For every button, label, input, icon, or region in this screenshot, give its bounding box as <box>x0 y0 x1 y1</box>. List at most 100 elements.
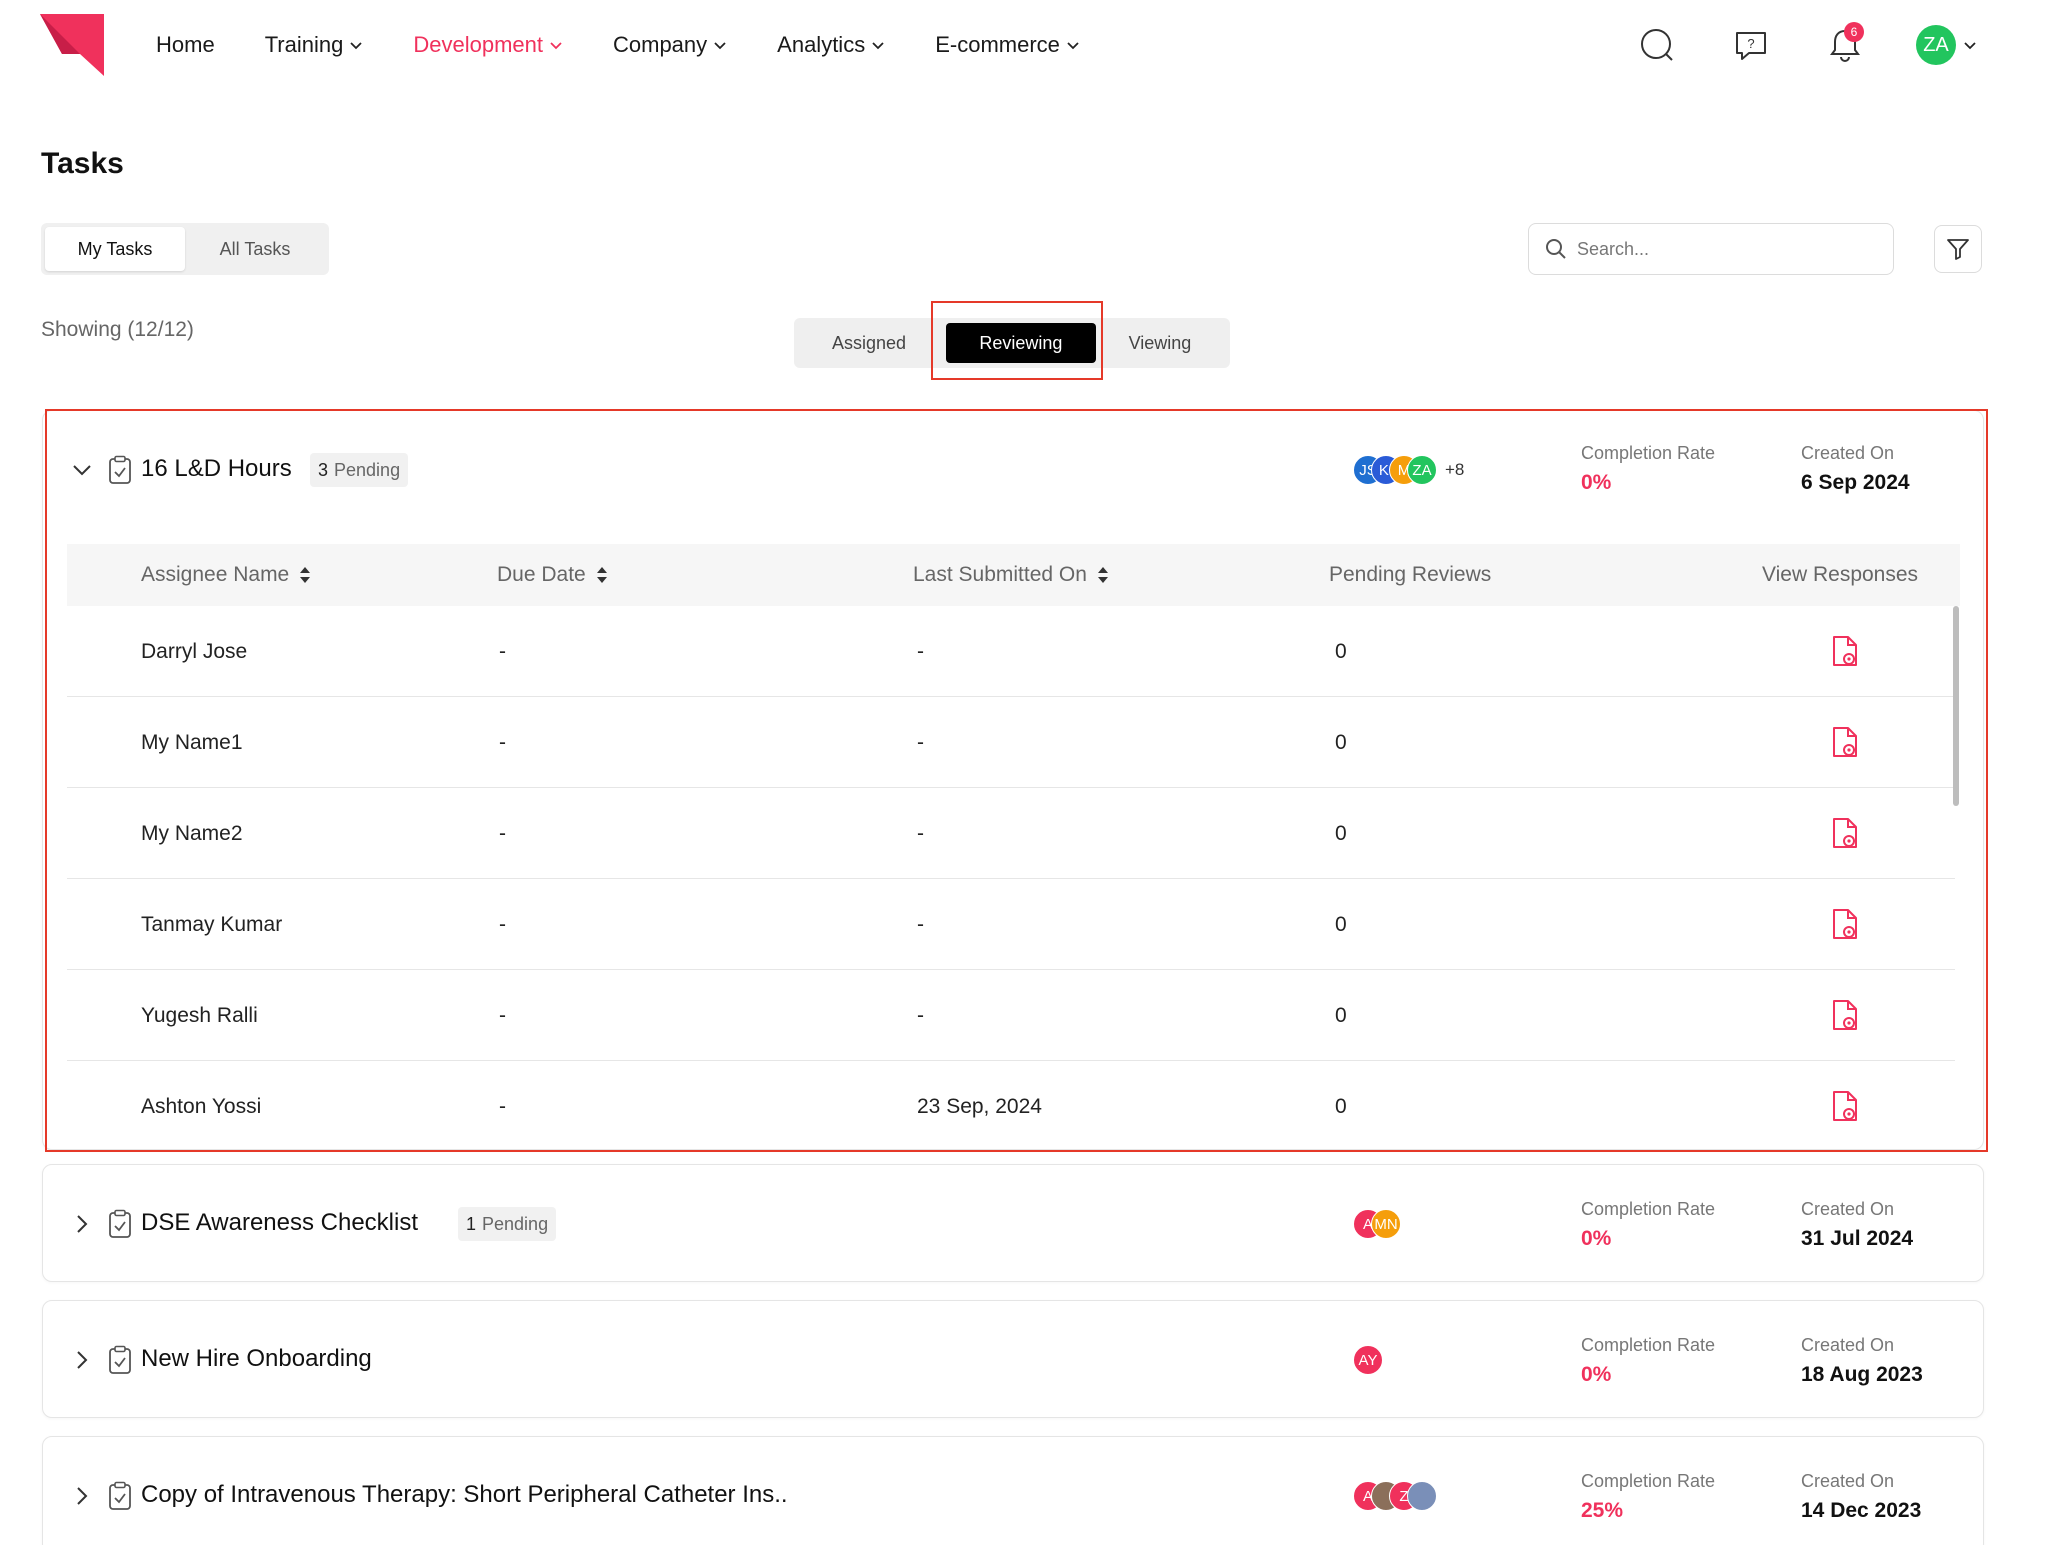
task-card: DSE Awareness Checklist 1 Pending A MN Co… <box>42 1164 1984 1282</box>
nav-development[interactable]: Development <box>413 28 563 62</box>
avatar: MN <box>1371 1209 1401 1239</box>
document-view-icon <box>1833 908 1857 939</box>
expand-toggle[interactable] <box>67 1481 97 1511</box>
completion-rate-value: 25% <box>1581 1499 1624 1522</box>
global-search-button[interactable] <box>1634 22 1680 68</box>
due-date: - <box>499 1003 506 1027</box>
table-body: Darryl Jose - - 0 My Name1 - - 0 My Name… <box>67 606 1960 1152</box>
avatar: AY <box>1353 1345 1383 1375</box>
help-chat-icon: ? <box>1736 32 1766 60</box>
pending-badge: 3 Pending <box>310 453 409 487</box>
assignee-avatars[interactable]: AY <box>1353 1345 1383 1375</box>
completion-rate-value: 0% <box>1581 471 1612 494</box>
user-menu[interactable]: ZA <box>1916 25 1978 65</box>
table-row: Yugesh Ralli - - 0 <box>67 970 1955 1061</box>
nav-home[interactable]: Home <box>156 28 215 62</box>
task-card: 16 L&D Hours 3 Pending JS KI M ZA +8 Comp… <box>42 410 1984 1152</box>
clipboard-check-icon <box>109 1481 131 1510</box>
notifications-button[interactable]: 6 <box>1822 22 1868 68</box>
nav-training[interactable]: Training <box>265 28 364 62</box>
nav-actions: ? 6 ZA <box>1586 22 1978 68</box>
search-icon <box>1641 29 1673 61</box>
pending-reviews: 0 <box>1335 730 1347 754</box>
column-pending-reviews: Pending Reviews <box>1329 563 1492 586</box>
tab-reviewing[interactable]: Reviewing <box>946 323 1096 363</box>
pending-count: 1 <box>466 1213 477 1234</box>
nav-ecommerce[interactable]: E-commerce <box>935 28 1080 62</box>
filter-button[interactable] <box>1934 225 1982 273</box>
pending-reviews: 0 <box>1335 639 1347 663</box>
created-on-value: 6 Sep 2024 <box>1801 471 1910 494</box>
nav-analytics[interactable]: Analytics <box>777 28 885 62</box>
sort-icon <box>596 567 607 583</box>
tab-viewing[interactable]: Viewing <box>1128 332 1192 353</box>
last-submitted: - <box>917 730 924 754</box>
chevron-down-icon <box>73 465 91 476</box>
task-title[interactable]: New Hire Onboarding <box>141 1345 372 1372</box>
assignee-avatars[interactable]: A Z <box>1353 1481 1437 1511</box>
due-date: - <box>499 730 506 754</box>
view-responses-button[interactable] <box>1831 606 1859 697</box>
view-responses-button[interactable] <box>1831 879 1859 970</box>
assignee-name: Darryl Jose <box>141 639 248 663</box>
sort-icon <box>1097 567 1108 583</box>
assignee-avatars[interactable]: A MN <box>1353 1209 1401 1239</box>
due-date: - <box>499 821 506 845</box>
avatar: ZA <box>1407 455 1437 485</box>
sort-last-submitted[interactable]: Last Submitted On <box>913 563 1109 587</box>
chevron-down-icon <box>350 42 362 50</box>
role-tabs: Assigned Reviewing Viewing <box>794 318 1230 368</box>
created-on-value: 14 Dec 2023 <box>1801 1499 1922 1522</box>
nav-company[interactable]: Company <box>613 28 727 62</box>
help-button[interactable]: ? <box>1728 22 1774 68</box>
pending-label: Pending <box>334 459 401 480</box>
assignee-name: My Name2 <box>141 821 243 845</box>
search-icon <box>1546 239 1566 259</box>
chevron-down-icon <box>1964 42 1976 50</box>
created-on-label: Created On <box>1801 1471 1895 1491</box>
view-responses-button[interactable] <box>1831 970 1859 1061</box>
task-title[interactable]: Copy of Intravenous Therapy: Short Perip… <box>141 1481 788 1508</box>
pending-reviews: 0 <box>1335 912 1347 936</box>
page-title: Tasks <box>41 147 124 180</box>
created-on-label: Created On <box>1801 1335 1895 1355</box>
task-title[interactable]: 16 L&D Hours <box>141 455 292 482</box>
view-responses-button[interactable] <box>1831 788 1859 879</box>
tab-my-tasks[interactable]: My Tasks <box>45 227 185 271</box>
expand-toggle[interactable] <box>67 1345 97 1375</box>
tab-assigned[interactable]: Assigned <box>831 332 907 353</box>
assignee-table: Assignee Name Due Date Last Submitted On… <box>67 544 1960 1152</box>
last-submitted: - <box>917 821 924 845</box>
due-date: - <box>499 912 506 936</box>
completion-rate-value: 0% <box>1581 1227 1612 1250</box>
document-view-icon <box>1833 726 1857 757</box>
view-responses-button[interactable] <box>1831 697 1859 788</box>
search-box <box>1528 223 1894 275</box>
sort-assignee-name[interactable]: Assignee Name <box>141 563 311 587</box>
sort-due-date[interactable]: Due Date <box>497 563 608 587</box>
table-scrollbar[interactable] <box>1953 606 1959 806</box>
clipboard-check-icon <box>109 455 131 484</box>
last-submitted: 23 Sep, 2024 <box>917 1094 1042 1118</box>
brand-logo[interactable] <box>40 14 104 76</box>
avatar: ZA <box>1916 25 1956 65</box>
chevron-down-icon <box>714 42 726 50</box>
svg-text:?: ? <box>1747 36 1754 51</box>
pending-count: 3 <box>318 459 329 480</box>
nav-company-label: Company <box>613 32 708 57</box>
expand-toggle[interactable] <box>67 1209 97 1239</box>
created-on-label: Created On <box>1801 443 1895 463</box>
assignee-avatars[interactable]: JS KI M ZA +8 <box>1353 455 1464 485</box>
view-responses-button[interactable] <box>1831 1061 1859 1152</box>
search-input[interactable] <box>1577 238 1877 260</box>
task-card: Copy of Intravenous Therapy: Short Perip… <box>42 1436 1984 1545</box>
collapse-toggle[interactable] <box>67 455 97 485</box>
chevron-right-icon <box>77 1351 88 1369</box>
chevron-down-icon <box>872 42 884 50</box>
nav-development-label: Development <box>413 32 543 57</box>
task-card-header: 16 L&D Hours 3 Pending JS KI M ZA +8 Comp… <box>43 411 1983 531</box>
column-header-label: Last Submitted On <box>913 563 1087 586</box>
tab-all-tasks[interactable]: All Tasks <box>219 238 291 259</box>
task-title[interactable]: DSE Awareness Checklist <box>141 1209 419 1236</box>
table-row: My Name1 - - 0 <box>67 697 1955 788</box>
